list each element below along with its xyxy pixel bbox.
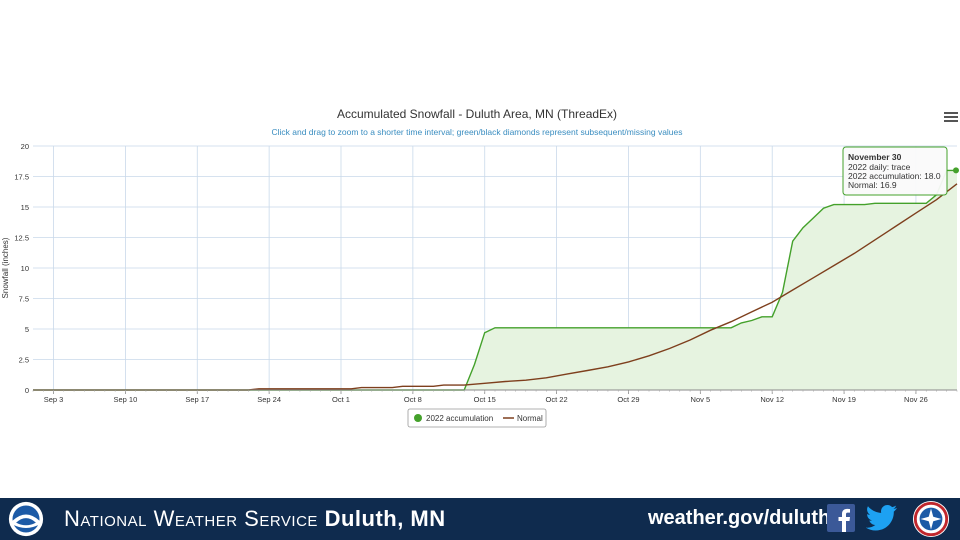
x-tick-label: Oct 1 (332, 395, 350, 404)
chart-canvas[interactable]: Accumulated Snowfall - Duluth Area, MN (… (0, 0, 960, 498)
legend-label: Normal (517, 414, 543, 423)
axes: 0 2.5 5 7.5 10 12.5 15 17.5 20 Sep 3 Sep 10 Sep 17 S… (14, 142, 958, 404)
x-tick-label: Nov 26 (904, 395, 928, 404)
x-tick-label: Nov 19 (832, 395, 856, 404)
series-area-2022-accumulation (33, 170, 957, 390)
y-tick-label: 0 (25, 386, 29, 395)
footer-banner: National Weather Service Duluth, MN weat… (0, 498, 960, 540)
grid (33, 145, 957, 391)
website-link[interactable]: weather.gov/duluth (648, 507, 831, 529)
x-tick-label: Oct 15 (474, 395, 496, 404)
legend-item-normal[interactable]: Normal (503, 414, 543, 423)
tooltip: November 30 2022 daily: trace 2022 accum… (842, 146, 948, 196)
tooltip-date: November 30 (848, 152, 902, 162)
agency-name: National Weather Service Duluth, MN (64, 506, 446, 532)
noaa-logo-icon (8, 501, 44, 537)
x-tick-label: Nov 12 (760, 395, 784, 404)
tooltip-box (842, 146, 948, 196)
snowfall-chart[interactable]: Accumulated Snowfall - Duluth Area, MN (… (0, 0, 960, 498)
twitter-icon[interactable] (866, 504, 898, 532)
tooltip-line: Normal: 16.9 (848, 180, 897, 190)
hamburger-menu-icon (942, 112, 960, 122)
y-tick-label: 7.5 (19, 295, 29, 304)
x-tick-label: Sep 3 (44, 395, 64, 404)
tooltip-line: 2022 accumulation: 18.0 (848, 171, 941, 181)
y-axis-title: Snowfall (inches) (1, 237, 10, 298)
chart-menu-button[interactable] (942, 110, 960, 126)
y-tick-label: 15 (21, 203, 29, 212)
chart-subtitle: Click and drag to zoom to a shorter time… (271, 127, 682, 137)
y-tick-label: 10 (21, 264, 29, 273)
y-tick-label: 17.5 (14, 173, 29, 182)
agency-prefix: National Weather Service (64, 506, 318, 531)
chart-title: Accumulated Snowfall - Duluth Area, MN (… (337, 107, 617, 121)
series-line-normal[interactable] (33, 183, 958, 391)
y-tick-label: 2.5 (19, 356, 29, 365)
x-tick-label: Sep 17 (185, 395, 209, 404)
facebook-icon[interactable] (827, 504, 855, 532)
legend-marker-icon (414, 414, 422, 422)
x-tick-label: Oct 8 (404, 395, 422, 404)
x-tick-label: Oct 22 (546, 395, 568, 404)
hover-point-marker (953, 167, 959, 174)
series-line-2022-accumulation[interactable] (33, 169, 957, 391)
nws-logo-icon (912, 500, 950, 538)
legend-label: 2022 accumulation (426, 414, 493, 423)
tooltip-line: 2022 daily: trace (848, 162, 911, 172)
legend-box (407, 408, 547, 428)
legend-item-2022-accumulation[interactable]: 2022 accumulation (414, 414, 493, 423)
plot-area[interactable] (33, 167, 959, 391)
x-tick-label: Nov 5 (691, 395, 711, 404)
x-tick-label: Sep 24 (257, 395, 281, 404)
legend[interactable]: 2022 accumulation Normal (407, 408, 547, 428)
x-tick-label: Oct 29 (617, 395, 639, 404)
office-name: Duluth, MN (324, 506, 446, 531)
y-tick-label: 5 (25, 325, 29, 334)
y-tick-label: 20 (21, 142, 29, 151)
y-tick-label: 12.5 (14, 234, 29, 243)
x-tick-label: Sep 10 (114, 395, 138, 404)
